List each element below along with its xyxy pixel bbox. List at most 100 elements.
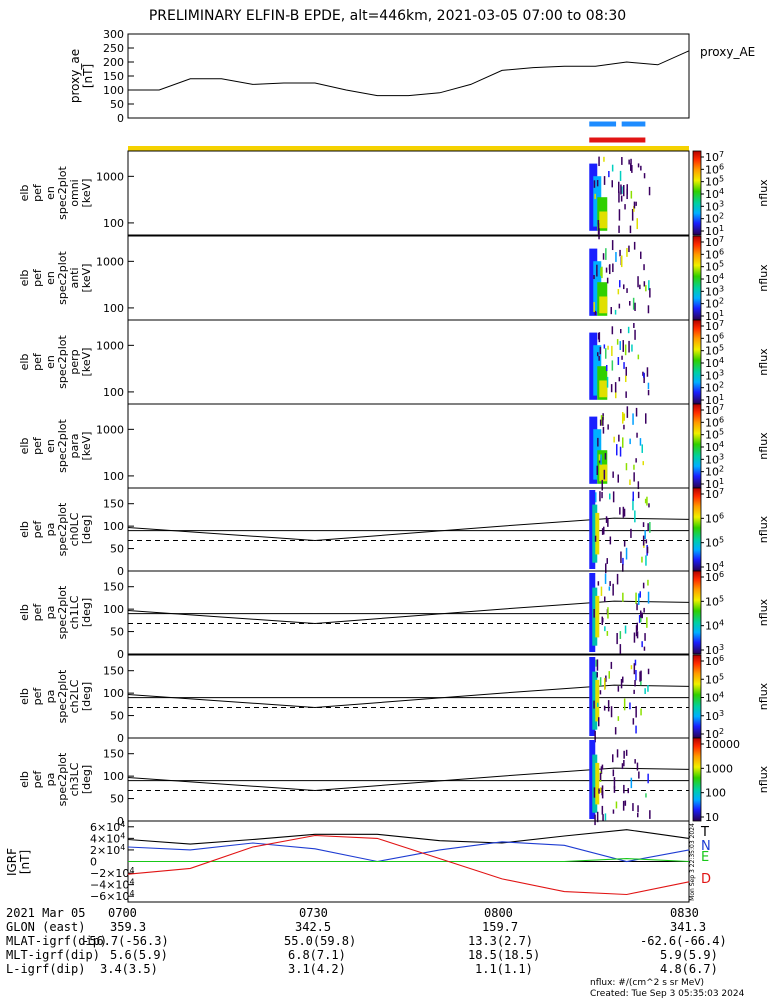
spectrum-pixel [622, 676, 624, 683]
spectrum-pixel [620, 329, 622, 334]
spectrum-pixel [641, 612, 643, 619]
spectrum-pixel [594, 730, 596, 743]
spectrum-pixel [608, 671, 610, 679]
spectrum-pixel [637, 276, 639, 288]
spectrum-pixel [637, 481, 640, 490]
spectrum-pixel [605, 248, 607, 260]
time-0730: 0730 [299, 906, 328, 920]
glon-0800: 159.7 [482, 920, 519, 934]
spectrum-pixel [632, 718, 635, 725]
spectrum-pixel [594, 310, 596, 316]
spectrum-pixel [648, 503, 650, 508]
spectrum-pixel [645, 285, 647, 292]
spectrum-pixel [633, 689, 635, 694]
colorbar-tick-label: 105 [705, 428, 724, 442]
spectrum-pixel [600, 267, 602, 276]
spectrum-pixel [629, 479, 631, 485]
plot-title: PRELIMINARY ELFIN-B EPDE, alt=446km, 202… [148, 8, 627, 24]
spectrum-pixel [609, 493, 611, 500]
spectrum-pixel [640, 610, 642, 622]
spectrum-pixel [592, 754, 598, 813]
spectrum-pixel [649, 522, 651, 533]
spectrum-pixel [637, 805, 639, 813]
spectrum-pixel [629, 438, 631, 445]
spectrum-pixel [638, 615, 641, 623]
panel-ylabel: pef [31, 603, 44, 622]
spectrum-pixel [624, 800, 627, 806]
spectrum-pixel [626, 188, 628, 200]
panel-ylabel: anti [68, 267, 81, 288]
spectrum-pixel [635, 670, 637, 681]
spectrum-pixel [610, 384, 613, 393]
spectrum-pixel [599, 296, 608, 314]
spectrum-pixel [595, 659, 597, 667]
mlt-label: MLT-igrf(dip) [6, 948, 100, 962]
panel-ylabel: ch0LC [68, 512, 81, 546]
colorbar-unit: nflux [757, 264, 770, 292]
spectrum-pixel [595, 762, 600, 805]
spectrum-pixel [601, 785, 604, 790]
panel-ylabel: pef [31, 436, 44, 455]
spectrum-pixel [619, 249, 621, 257]
ae-ytick-label: 0 [117, 112, 124, 125]
spectrum-pixel [642, 582, 645, 589]
spectrum-pixel [623, 540, 626, 547]
colorbar-tick-label: 10 [705, 811, 719, 824]
spectrum-pixel [611, 180, 613, 188]
spectrum-pixel [634, 759, 636, 764]
spectrum-pixel [594, 193, 596, 199]
spectrum-pixel [593, 700, 595, 709]
colorbar-tick-label: 107 [705, 487, 724, 501]
spectrum-pixel [619, 280, 621, 288]
spectrum-pixel [612, 491, 615, 503]
spectrum-pixel [599, 787, 602, 793]
colorbar [692, 319, 702, 405]
spectrum-pixel [648, 186, 651, 196]
spectrum-pixel [635, 725, 637, 734]
spectrum-pixel [606, 376, 609, 388]
spectrum-pixel [635, 592, 637, 604]
spectrum-pixel [602, 416, 604, 426]
loss-cone-curve [127, 600, 690, 625]
colorbar-tick-label: 102 [705, 297, 724, 311]
colorbar-tick-label: 101 [705, 224, 724, 238]
spectrum-pixel [621, 186, 623, 194]
ae-series-line [128, 50, 690, 97]
panel-ylabel: elb [18, 771, 31, 788]
spectrum-pixel [646, 367, 649, 377]
panel-ylabel: elb [18, 185, 31, 202]
spectrum-pixel [632, 498, 634, 511]
spectrum-pixel [631, 344, 633, 352]
spectrum-pixel [646, 617, 648, 628]
spectrum-pixel [633, 472, 635, 482]
spectrum-pixel [605, 516, 608, 523]
panel-ylabel: [keV] [80, 348, 93, 377]
spectrum-pixel [603, 156, 605, 162]
panel-ylabel: pa [44, 523, 57, 537]
spectrum-pixel [623, 698, 626, 711]
spectrum-pixel [605, 675, 607, 682]
spectrum-pixel [601, 805, 604, 815]
spectrum-pixel [599, 773, 602, 780]
spectrum-pixel [636, 603, 638, 611]
spectrum-pixel [632, 297, 635, 310]
spectrum-pixel [646, 496, 648, 506]
spectrum-pixel [635, 706, 637, 718]
igrf-ylabel-unit: [nT] [18, 850, 32, 874]
spectrum-pixel [625, 375, 627, 383]
mlt-0830: 5.9(5.9) [660, 948, 718, 962]
panel-ylabel: elb [18, 521, 31, 538]
spectrum-pixel [633, 201, 636, 209]
nflux-units-note: nflux: #/(cm^2 s sr MeV) [590, 978, 704, 988]
spectrum-pixel [640, 680, 642, 686]
spectrum-pixel [614, 382, 617, 393]
colorbar-unit: nflux [757, 515, 770, 543]
spectrum-pixel [617, 357, 620, 365]
energy-ytick-label: 1000 [96, 423, 124, 436]
spectrum-pixel [640, 251, 642, 259]
spectrum-pixel [617, 474, 619, 483]
panel-ylabel: spec2plot [56, 669, 69, 723]
spectrum-pixel [610, 661, 613, 669]
spectrum-pixel [621, 255, 623, 268]
spectrum-pixel [601, 787, 603, 796]
